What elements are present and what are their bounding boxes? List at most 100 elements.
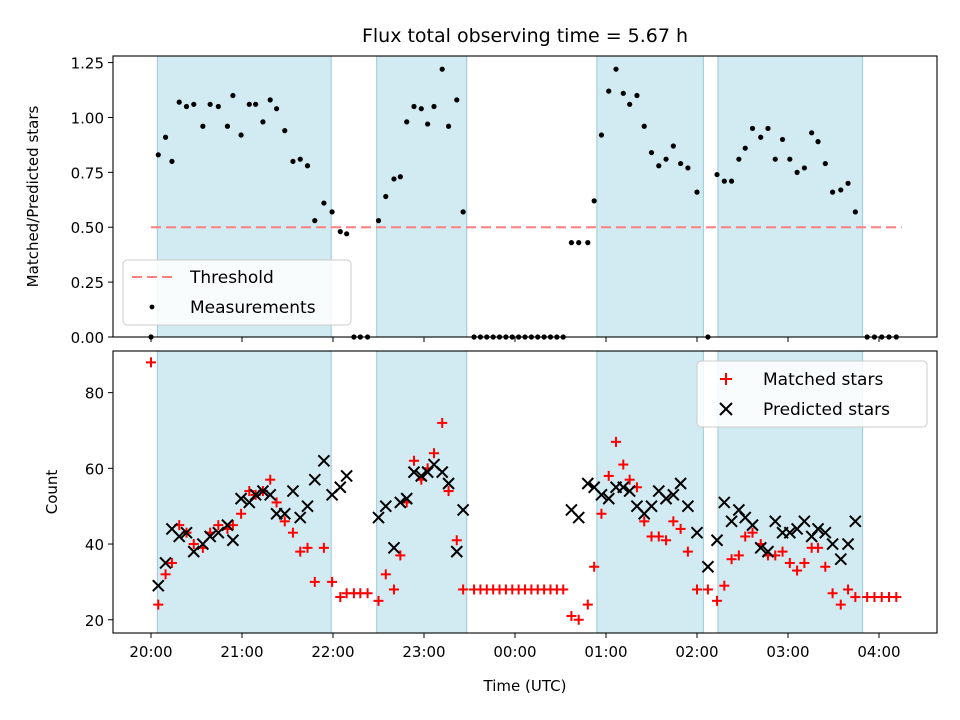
- predicted-star-point: [173, 530, 186, 543]
- predicted-star-point: [725, 515, 738, 528]
- x-tick-label: 01:00: [584, 643, 627, 661]
- measurement-point: [155, 152, 161, 158]
- top-legend-box: [122, 259, 352, 326]
- matched-star-point: [891, 592, 902, 603]
- observing-band-1: [376, 55, 468, 338]
- matched-star-point: [362, 588, 373, 599]
- legend-threshold-label: Threshold: [189, 268, 274, 288]
- predicted-star-point: [256, 484, 270, 498]
- matched-star-point: [719, 580, 730, 591]
- matched-star-point: [618, 459, 629, 470]
- predicted-star-point: [234, 492, 248, 505]
- matched-star-point: [146, 357, 156, 368]
- measurement-point: [230, 92, 236, 99]
- measurement-point: [648, 149, 655, 156]
- matched-star-point: [603, 470, 614, 481]
- predicted-star-point: [442, 477, 455, 490]
- measurement-point: [822, 160, 828, 167]
- predicted-star-point: [602, 492, 615, 505]
- observing-band-2: [596, 55, 704, 338]
- matched-star-point: [302, 542, 313, 553]
- measurement-point: [670, 143, 676, 149]
- measurement-point: [439, 66, 445, 72]
- predicted-star-point: [581, 477, 595, 490]
- predicted-star-point: [400, 492, 413, 505]
- y-tick-label: 80: [85, 385, 104, 403]
- measurement-point: [606, 88, 612, 94]
- matched-star-point: [747, 527, 758, 538]
- matched-star-point: [408, 455, 419, 466]
- measurement-point: [620, 90, 626, 96]
- predicted-star-point: [152, 579, 165, 592]
- matched-star-point: [639, 516, 650, 527]
- y-tick-label: 60: [85, 460, 104, 478]
- measurement-point: [585, 240, 591, 246]
- x-tick-label: 22:00: [311, 643, 354, 661]
- measurement-point: [829, 189, 836, 195]
- matched-star-point: [661, 535, 672, 546]
- measurement-point: [191, 101, 197, 107]
- legend-predicted-swatch: [719, 402, 733, 416]
- measurement-point: [176, 99, 182, 105]
- matched-star-point: [395, 550, 406, 561]
- measurement-point: [375, 218, 382, 224]
- top-y-label: Matched/Predicted stars: [24, 106, 42, 288]
- matched-star-point: [380, 569, 391, 580]
- x-tick-label: 03:00: [766, 643, 809, 661]
- measurement-point: [297, 156, 303, 162]
- matched-star-point: [827, 588, 838, 599]
- bottom-axes-frame: [112, 350, 938, 634]
- predicted-star-point: [819, 526, 832, 539]
- y-tick-label: 40: [85, 536, 104, 554]
- top-legend: Threshold Measurements: [122, 259, 352, 326]
- predicted-star-point: [226, 534, 240, 547]
- measurement-point: [779, 136, 786, 143]
- predicted-star-point: [701, 560, 715, 573]
- measurement-point: [460, 209, 466, 215]
- predicted-star-point: [746, 518, 759, 532]
- predicted-star-point: [212, 526, 225, 539]
- top-bands: [156, 55, 864, 338]
- matched-star-point: [153, 599, 164, 610]
- measurement-point: [641, 123, 647, 129]
- predicted-star-point: [674, 477, 687, 490]
- measurement-point: [728, 178, 735, 184]
- x-tick-label: 02:00: [675, 643, 718, 661]
- matched-star-point: [227, 520, 238, 531]
- measurement-point: [260, 119, 266, 125]
- x-tick-label: 23:00: [402, 643, 445, 661]
- matched-star-point: [611, 436, 622, 447]
- matched-star-point: [558, 584, 569, 595]
- predicted-star-point: [407, 465, 421, 479]
- predicted-star-point: [645, 499, 658, 513]
- matched-star-point: [589, 561, 600, 572]
- matched-star-point: [799, 557, 810, 568]
- measurement-point: [425, 121, 431, 127]
- predicted-star-point: [286, 484, 300, 498]
- legend-measurements-swatch: [149, 304, 155, 310]
- predicted-star-point: [187, 545, 200, 558]
- matched-star-point: [733, 550, 744, 561]
- measurement-point: [329, 209, 335, 215]
- measurement-point: [852, 209, 858, 215]
- bottom-panel: 20 40 60 80 20:00 21:00 22:00 23:00 00:00 01:00 0…: [43, 350, 938, 695]
- measurement-point: [787, 156, 793, 162]
- matched-star-point: [573, 614, 584, 625]
- legend-measurements-label: Measurements: [190, 298, 316, 318]
- matched-star-point: [792, 565, 803, 576]
- measurement-point: [591, 198, 597, 204]
- predicted-star-point: [340, 469, 353, 483]
- predicted-star-point: [301, 499, 314, 513]
- bottom-legend-box: [696, 360, 928, 428]
- matched-star-point: [675, 523, 686, 534]
- bottom-legend: Matched stars Predicted stars: [696, 360, 928, 428]
- matched-star-point: [653, 531, 664, 542]
- predicted-stars-series: [152, 454, 862, 592]
- matched-star-point: [236, 508, 247, 519]
- legend-matched-swatch: [720, 373, 732, 385]
- y-tick-label: 0.50: [71, 219, 104, 237]
- predicted-star-point: [394, 496, 407, 509]
- matched-star-point: [271, 497, 282, 508]
- matched-star-point: [318, 542, 329, 553]
- bottom-x-axis: 20:00 21:00 22:00 23:00 00:00 01:00 02:00 03:00…: [129, 633, 901, 661]
